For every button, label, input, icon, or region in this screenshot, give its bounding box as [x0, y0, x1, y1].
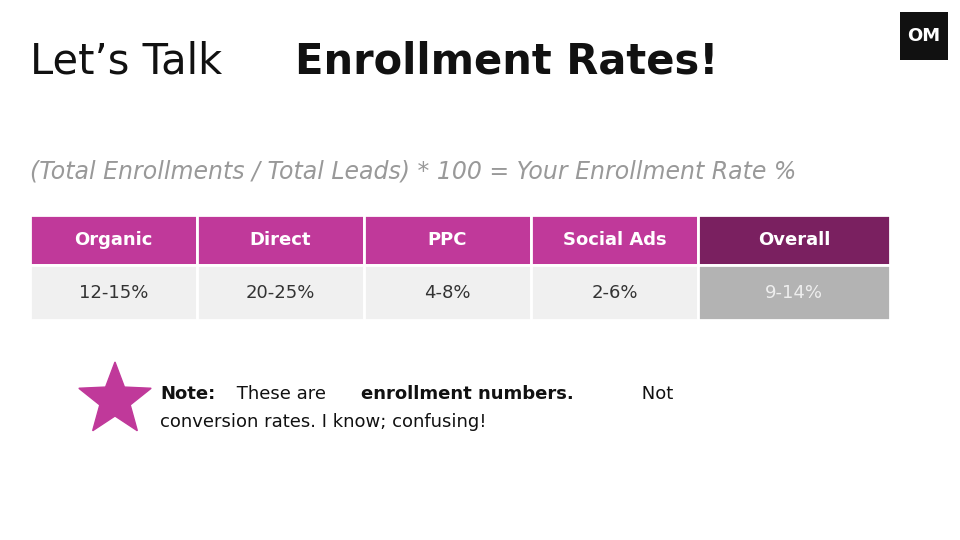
Bar	[30, 265, 197, 320]
Text: Direct: Direct	[250, 231, 311, 249]
Text: 20-25%: 20-25%	[246, 284, 315, 301]
Text: Enrollment Rates!: Enrollment Rates!	[295, 40, 718, 82]
Bar	[197, 215, 364, 265]
Text: 4-8%: 4-8%	[424, 284, 470, 301]
Bar	[197, 265, 364, 320]
Text: Social Ads: Social Ads	[563, 231, 666, 249]
Bar	[531, 265, 698, 320]
Text: Not: Not	[636, 385, 673, 403]
Text: These are: These are	[231, 385, 332, 403]
Text: 2-6%: 2-6%	[591, 284, 637, 301]
Text: OM: OM	[907, 27, 941, 45]
Text: enrollment numbers.: enrollment numbers.	[361, 385, 574, 403]
Bar	[364, 215, 531, 265]
Text: Overall: Overall	[757, 231, 830, 249]
Text: 12-15%: 12-15%	[79, 284, 148, 301]
Text: conversion rates. I know; confusing!: conversion rates. I know; confusing!	[160, 413, 487, 431]
Bar	[364, 265, 531, 320]
Text: PPC: PPC	[428, 231, 468, 249]
Text: Note:: Note:	[160, 385, 215, 403]
Bar	[698, 265, 890, 320]
Text: 9-14%: 9-14%	[765, 284, 823, 301]
Text: (Total Enrollments / Total Leads) * 100 = Your Enrollment Rate %: (Total Enrollments / Total Leads) * 100 …	[30, 160, 797, 184]
Polygon shape	[79, 362, 151, 431]
Bar	[30, 215, 197, 265]
Bar	[531, 215, 698, 265]
Bar	[698, 215, 890, 265]
Text: Organic: Organic	[74, 231, 153, 249]
Text: Let’s Talk: Let’s Talk	[30, 40, 235, 82]
Bar	[900, 12, 948, 60]
